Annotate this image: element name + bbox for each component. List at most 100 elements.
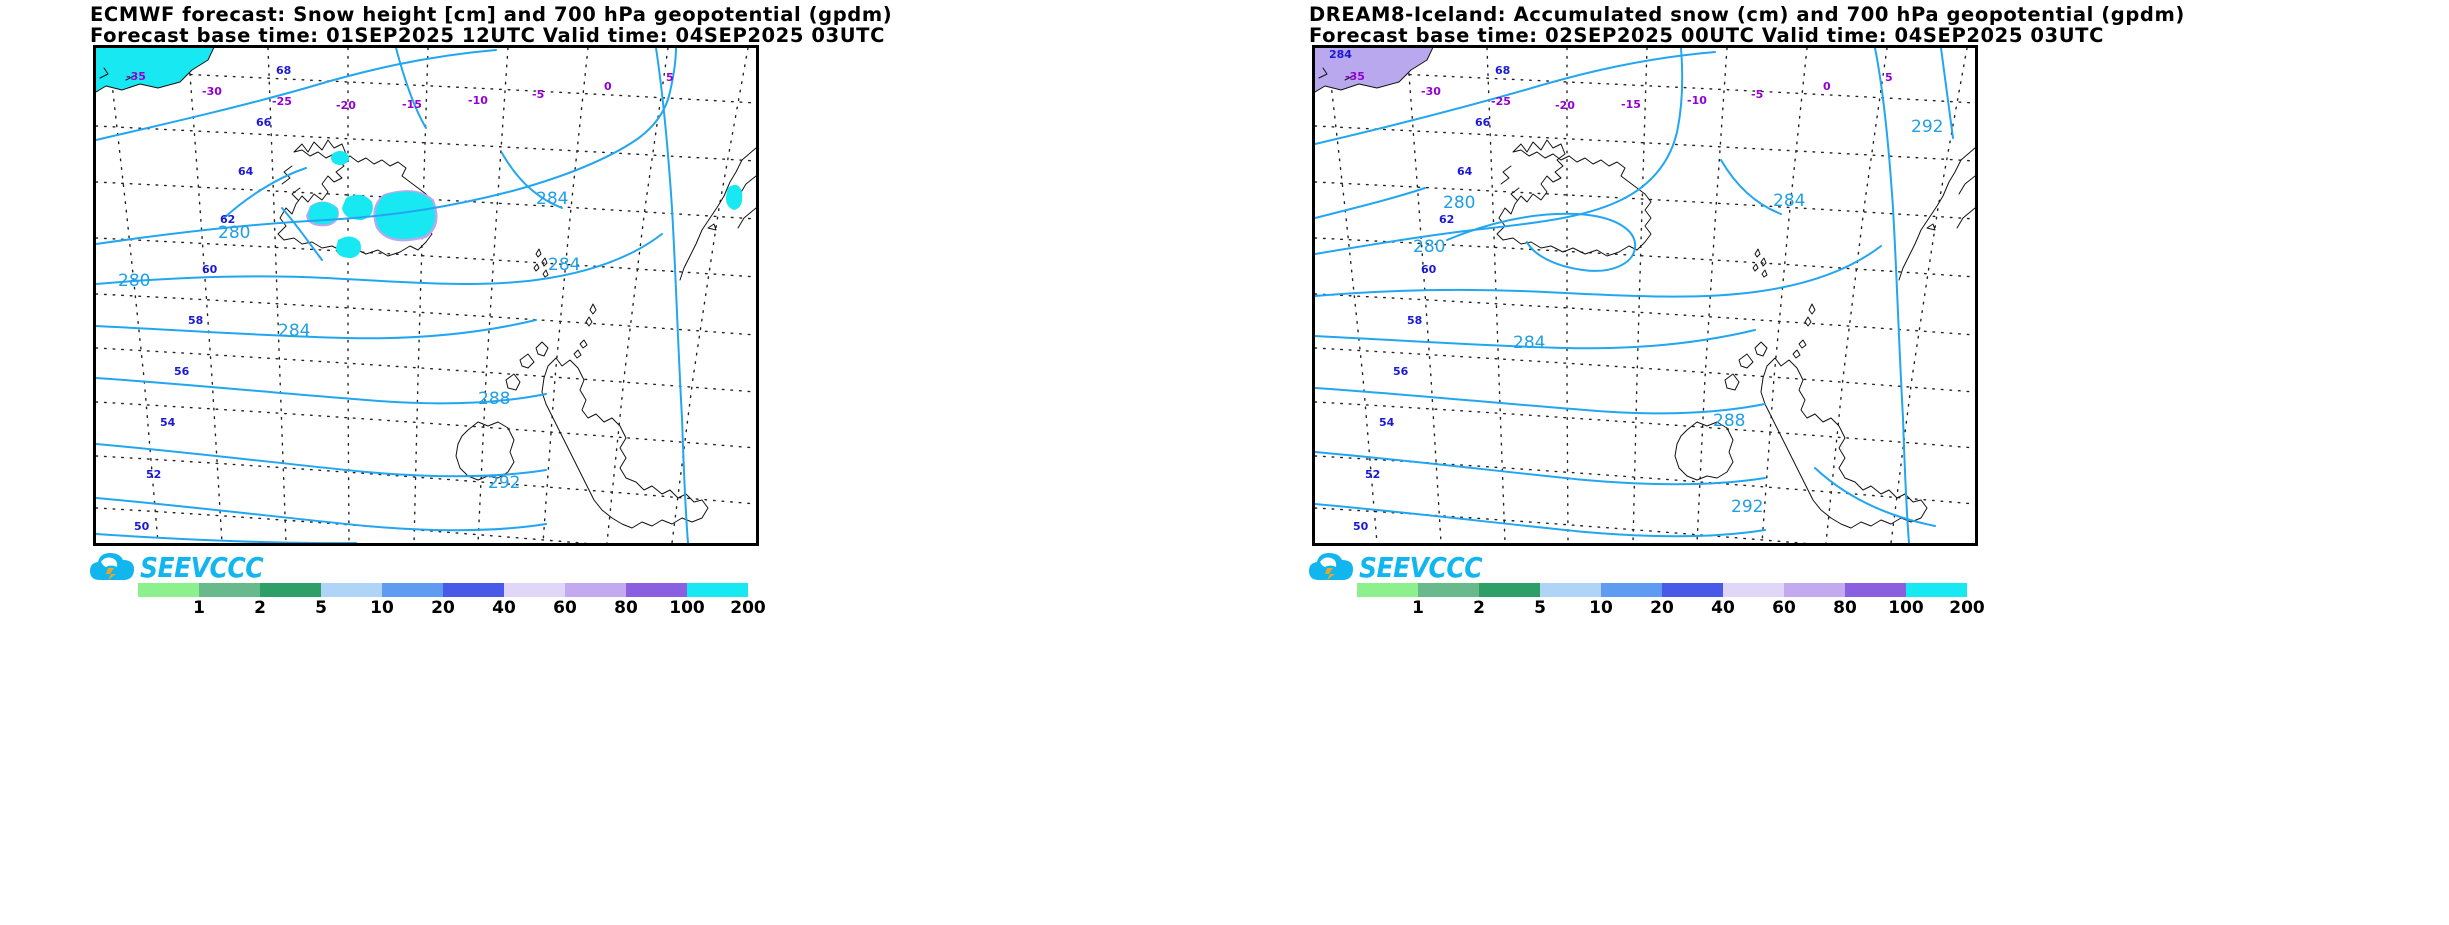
geopotential-contours-right	[1315, 48, 1954, 543]
swatch-5	[1601, 583, 1662, 597]
svg-text:0: 0	[1823, 80, 1831, 93]
svg-text:5: 5	[666, 71, 674, 84]
svg-text:68: 68	[276, 64, 291, 77]
swatch-10	[1906, 583, 1967, 597]
svg-text:-30: -30	[202, 85, 222, 98]
svg-text:66: 66	[1475, 116, 1491, 129]
parallel-lines	[96, 69, 756, 543]
cbar-label-3: 5	[315, 598, 327, 618]
cbar-label-9: 100	[1888, 598, 1924, 618]
svg-text:66: 66	[256, 116, 272, 129]
swatch-5	[382, 583, 443, 597]
greenland-shape	[1315, 48, 1434, 93]
cbar-label-4: 10	[1589, 598, 1613, 618]
cbar-label-9: 100	[669, 598, 705, 618]
colorbar-swatches-right	[1357, 583, 1967, 597]
svg-text:50: 50	[134, 520, 150, 533]
iceland-shape	[1496, 139, 1652, 257]
latitude-labels-left: 68 66 64 62 60 58 56 54 52 50	[134, 64, 291, 533]
svg-text:-25: -25	[1491, 95, 1511, 108]
swatch-3	[1479, 583, 1540, 597]
map-dream8[interactable]: 280 280 284 284 288 292 292 -35 -30 -25 …	[1312, 45, 1978, 546]
title-line-2: Forecast base time: 01SEP2025 12UTC Vali…	[90, 24, 885, 47]
swatch-7	[504, 583, 565, 597]
svg-text:-5: -5	[532, 88, 544, 101]
geopotential-labels-left: 280 280 284 284 284 288 292	[118, 189, 580, 493]
svg-text:0: 0	[604, 80, 612, 93]
cbar-label-1: 1	[193, 598, 205, 618]
swatch-2	[1418, 583, 1479, 597]
map-ecmwf[interactable]: 280 280 284 284 284 288 292 -35 -30 -25 …	[93, 45, 759, 546]
svg-text:-35: -35	[126, 70, 146, 83]
svg-text:54: 54	[1379, 416, 1395, 429]
svg-text:58: 58	[188, 314, 203, 327]
cbar-label-5: 20	[431, 598, 455, 618]
longitude-labels-left: -35 -30 -25 -20 -15 -10 -5 0 5	[126, 70, 674, 112]
svg-text:284: 284	[278, 321, 310, 341]
svg-text:-5: -5	[1751, 88, 1763, 101]
cbar-label-2: 2	[254, 598, 266, 618]
svg-text:280: 280	[1413, 237, 1445, 257]
svg-text:-20: -20	[336, 99, 356, 112]
geopotential-contours-left	[96, 48, 689, 543]
colorbar-swatches-left	[138, 583, 748, 597]
cbar-label-1: 1	[1412, 598, 1424, 618]
seevccc-logo-right: SEEVCCC	[1309, 550, 1483, 584]
colorbar-left: 1 2 5 10 20 40 60 80 100 200	[138, 583, 766, 620]
swatch-9	[1845, 583, 1906, 597]
svg-text:62: 62	[220, 213, 235, 226]
cbar-label-4: 10	[370, 598, 394, 618]
svg-text:288: 288	[1713, 411, 1745, 431]
swatch-6	[1662, 583, 1723, 597]
svg-text:292: 292	[1731, 497, 1763, 517]
swatch-6	[443, 583, 504, 597]
title-line-1: ECMWF forecast: Snow height [cm] and 700…	[90, 3, 893, 26]
panel-dream8: DREAM8-Iceland: Accumulated snow (cm) an…	[1224, 0, 2449, 925]
cbar-label-2: 2	[1473, 598, 1485, 618]
svg-text:-10: -10	[1687, 94, 1707, 107]
swatch-1	[1357, 583, 1418, 597]
british-isles-shape	[1674, 341, 1928, 529]
cbar-label-8: 80	[614, 598, 638, 618]
swatch-7	[1723, 583, 1784, 597]
svg-text:-10: -10	[468, 94, 488, 107]
svg-text:-15: -15	[402, 98, 422, 111]
norway-shape	[679, 147, 756, 281]
shetland-orkney-shape	[573, 303, 597, 359]
cbar-label-6: 40	[1711, 598, 1735, 618]
logo-text: SEEVCCC	[140, 550, 264, 584]
svg-text:56: 56	[1393, 365, 1409, 378]
swatch-1	[138, 583, 199, 597]
svg-text:52: 52	[1365, 468, 1380, 481]
logo-text: SEEVCCC	[1359, 550, 1483, 584]
latitude-labels-right: 68 66 64 62 60 58 56 54 52 50	[1353, 64, 1510, 533]
svg-text:284: 284	[1513, 333, 1545, 353]
svg-text:52: 52	[146, 468, 161, 481]
svg-text:292: 292	[488, 473, 520, 493]
swatch-8	[1784, 583, 1845, 597]
cbar-label-7: 60	[553, 598, 577, 618]
svg-text:284: 284	[536, 189, 568, 209]
swatch-3	[260, 583, 321, 597]
cbar-label-3: 5	[1534, 598, 1546, 618]
map-canvas-left: 280 280 284 284 284 288 292 -35 -30 -25 …	[96, 48, 756, 543]
norway-shape	[1898, 147, 1975, 281]
svg-text:64: 64	[1457, 165, 1473, 178]
svg-text:60: 60	[1421, 263, 1437, 276]
svg-text:58: 58	[1407, 314, 1422, 327]
svg-text:-35: -35	[1345, 70, 1365, 83]
seevccc-logo-left: SEEVCCC	[90, 550, 264, 584]
svg-text:50: 50	[1353, 520, 1369, 533]
panel-title-left: ECMWF forecast: Snow height [cm] and 700…	[90, 4, 1190, 46]
svg-text:288: 288	[478, 389, 510, 409]
svg-text:284: 284	[1773, 191, 1805, 211]
faroe-islands-shape	[533, 248, 549, 278]
cbar-label-7: 60	[1772, 598, 1796, 618]
cbar-label-6: 40	[492, 598, 516, 618]
svg-text:-20: -20	[1555, 99, 1575, 112]
map-canvas-right: 280 280 284 284 288 292 292 -35 -30 -25 …	[1315, 48, 1975, 543]
svg-text:54: 54	[160, 416, 176, 429]
svg-text:-30: -30	[1421, 85, 1441, 98]
svg-text:56: 56	[174, 365, 190, 378]
